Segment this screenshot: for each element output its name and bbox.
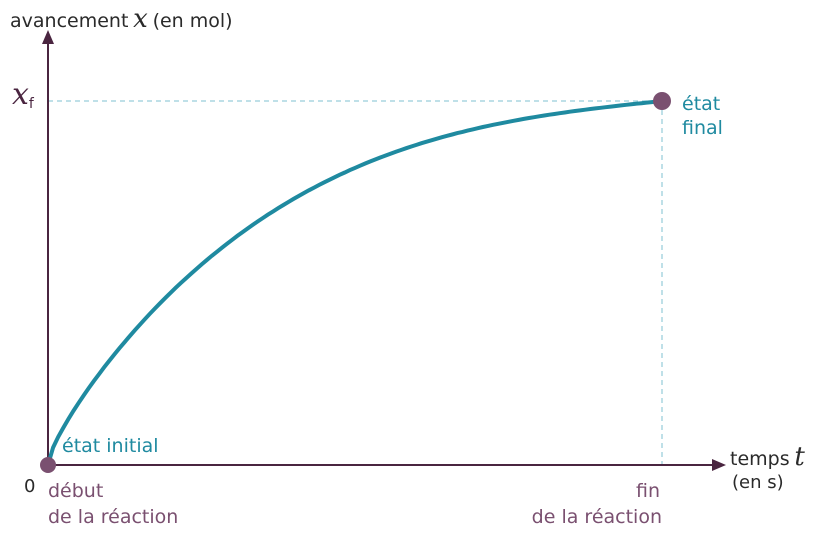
y-tick-xf: xf (12, 77, 35, 112)
start-annotation-line2: de la réaction (48, 506, 178, 528)
origin-label: 0 (24, 476, 35, 497)
y-axis-label: avancement x (en mol) (10, 4, 233, 34)
series-line (46, 99, 664, 467)
x-axis-arrow (712, 459, 726, 471)
final-state-point (653, 92, 671, 110)
initial-state-point (40, 457, 56, 473)
x-axis-label: temps t (730, 442, 805, 472)
start-annotation-line1: début (48, 480, 103, 502)
initial-state-label: état initial (62, 435, 159, 457)
x-axis-unit: (en s) (732, 472, 784, 493)
final-state-label-line2: final (682, 117, 723, 139)
end-annotation-line1: fin (636, 480, 660, 502)
y-axis-arrow (42, 30, 54, 44)
end-annotation-line2: de la réaction (532, 506, 662, 528)
final-state-label-line1: état (682, 93, 720, 115)
